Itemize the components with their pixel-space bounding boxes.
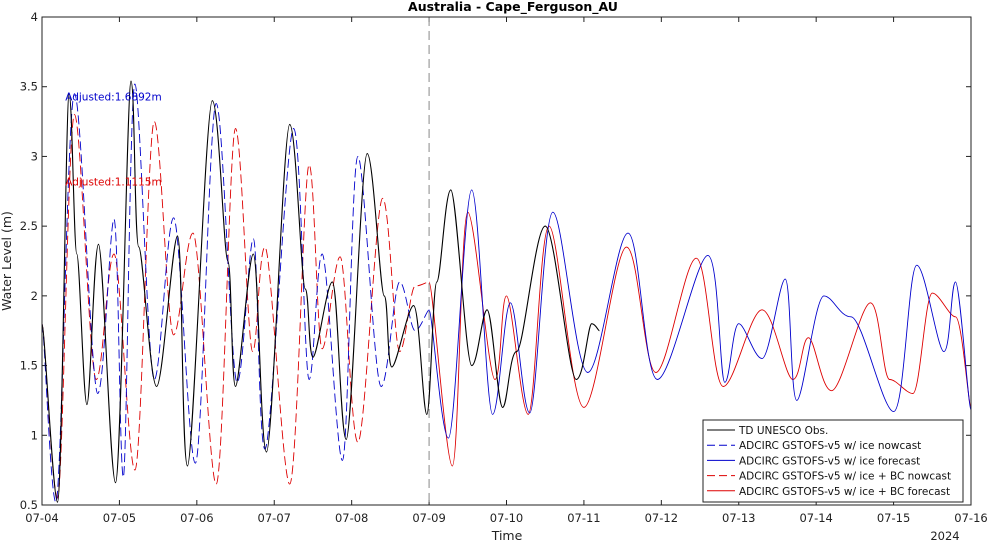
legend-box (702, 419, 964, 503)
x-axis-label: Time (491, 528, 523, 541)
legend-label: TD UNESCO Obs. (738, 425, 828, 437)
x-tick-label: 07-04 (25, 511, 58, 525)
x-tick-label: 07-12 (645, 511, 678, 525)
series-line-ice_nowcast (41, 83, 430, 503)
series-layer (41, 80, 972, 503)
legend-label: ADCIRC GSTOFS-v5 w/ ice nowcast (739, 440, 921, 452)
series-line-bc_forecast (428, 211, 972, 467)
x-tick-label: 07-11 (567, 511, 600, 525)
y-tick-label: 2.5 (20, 219, 38, 233)
y-tick-label: 4 (31, 10, 38, 24)
y-tick-label: 0.5 (20, 498, 38, 512)
x-tick-label: 07-10 (490, 511, 523, 525)
year-label: 2024 (930, 529, 959, 541)
adjusted-annotation: Adjusted:1.6892m (65, 92, 161, 104)
x-tick-label: 07-05 (103, 511, 136, 525)
x-tick-label: 07-15 (877, 511, 910, 525)
y-tick-label: 1.5 (20, 359, 38, 373)
y-tick-label: 3.5 (20, 80, 38, 94)
y-tick-label: 3 (31, 149, 38, 163)
x-tick-label: 07-06 (180, 511, 213, 525)
x-tick-label: 07-07 (258, 511, 291, 525)
x-tick-label: 07-16 (954, 511, 987, 525)
series-line-obs (41, 80, 600, 503)
adjusted-annotation: Adjusted:1.1115m (65, 177, 161, 189)
axis-ticks: 07-04 07-05 07-06 07-07 07-08 07-09 07-10 07-11… (20, 10, 988, 525)
x-tick-label: 07-13 (722, 511, 755, 525)
series-line-ice_forecast (428, 189, 972, 439)
legend-label: ADCIRC GSTOFS-v5 w/ ice forecast (739, 455, 920, 467)
y-tick-label: 2 (31, 289, 38, 303)
plot-frame (41, 16, 972, 506)
legend: TD UNESCO Obs. ADCIRC GSTOFS-v5 w/ ice no… (702, 419, 964, 503)
x-tick-label: 07-14 (799, 511, 832, 525)
legend-label: ADCIRC GSTOFS-v5 w/ ice + BC nowcast (739, 471, 951, 483)
series-line-bc_nowcast (41, 114, 430, 499)
x-tick-label: 07-08 (335, 511, 368, 525)
y-axis-label: Water Level (m) (0, 211, 14, 311)
legend-label: ADCIRC GSTOFS-v5 w/ ice + BC forecast (739, 486, 950, 498)
chart-title: Australia - Cape_Ferguson_AU (408, 0, 618, 15)
x-tick-label: 07-09 (412, 511, 445, 525)
annotations: Adjusted:1.6892m Adjusted:1.1115m (65, 92, 161, 189)
y-tick-label: 1 (31, 428, 38, 442)
